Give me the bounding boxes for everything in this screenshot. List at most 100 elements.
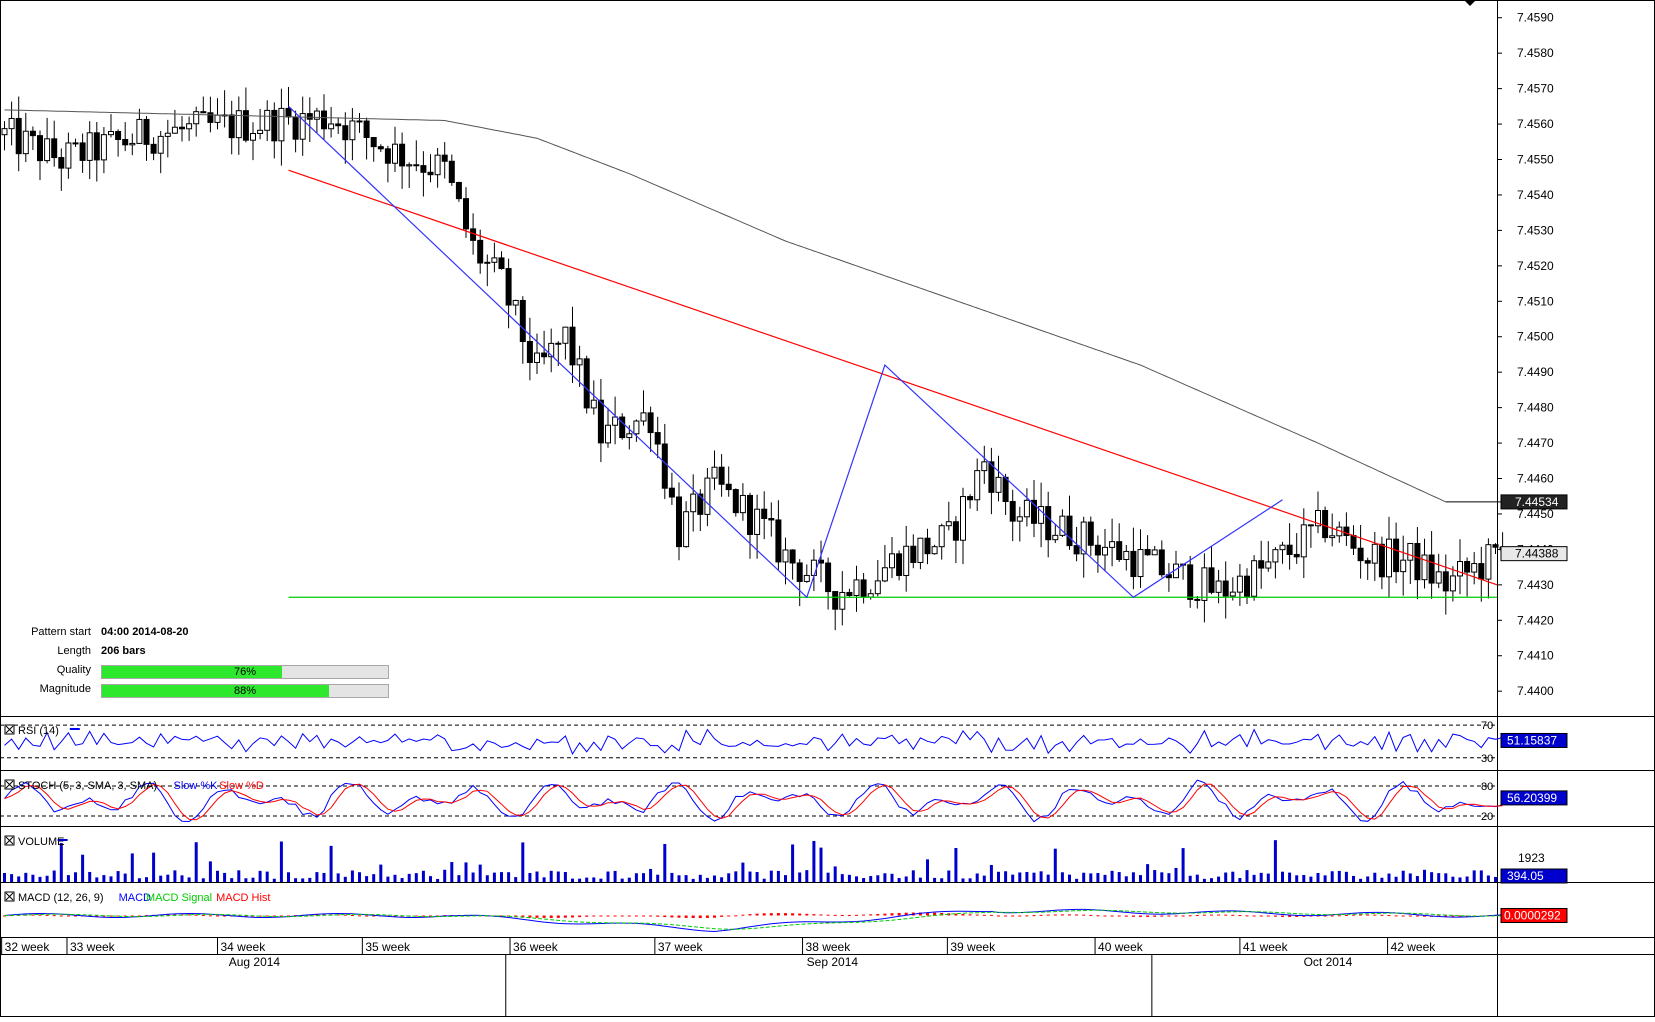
candle-body: [796, 562, 803, 582]
candle-body: [1116, 541, 1123, 560]
price-tick-label: 7.4460: [1517, 472, 1554, 486]
macd-hist-bar: [649, 915, 653, 917]
macd-hist-bar: [997, 915, 1000, 917]
candle-body: [1300, 524, 1307, 558]
volume-bar: [528, 872, 532, 882]
macd-hist-bar: [1337, 915, 1341, 917]
candle-body: [754, 508, 761, 535]
candle-body: [1428, 554, 1435, 584]
volume-bar: [642, 873, 645, 882]
volume-bar: [1359, 878, 1363, 882]
volume-bar: [265, 871, 269, 882]
week-label: 41 week: [1243, 940, 1289, 954]
candle-body: [1449, 575, 1456, 592]
volume-bar: [1202, 878, 1206, 882]
macd-hist-bar: [59, 915, 63, 917]
panel-close-icon-glyph: [5, 836, 14, 845]
length-value: 206 bars: [101, 645, 146, 657]
month-label: Oct 2014: [1304, 955, 1353, 969]
candle-body: [1137, 549, 1144, 578]
macd-hist-bar: [542, 915, 546, 918]
volume-bar: [1167, 873, 1171, 882]
macd-hist-bar: [1273, 915, 1277, 917]
volume-bar: [1131, 872, 1135, 882]
macd-hist-bar: [265, 915, 269, 917]
candle-body: [363, 120, 370, 138]
macd-hist-bar: [287, 915, 290, 917]
candle-body: [58, 157, 65, 169]
macd-hist-bar: [514, 915, 518, 917]
candle-body: [704, 477, 711, 515]
macd-hist-bar: [620, 915, 624, 917]
volume-bar: [59, 843, 63, 882]
volume-bar: [791, 844, 795, 882]
macd-hist-bar: [918, 912, 922, 916]
macd-hist-bar: [1025, 915, 1029, 917]
candle-body: [1222, 580, 1229, 597]
volume-bar: [1224, 872, 1228, 882]
candle-body: [1194, 598, 1201, 601]
month-label: Aug 2014: [229, 955, 281, 969]
candle-body: [967, 496, 974, 501]
volume-bar: [102, 875, 106, 882]
candle-body: [1066, 515, 1073, 547]
volume-bar: [1046, 874, 1050, 882]
macd-hist-bar: [1160, 915, 1164, 917]
price-tick-label: 7.4410: [1517, 649, 1554, 663]
macd-hist-bar: [1231, 914, 1235, 916]
candle-body: [136, 118, 143, 144]
candle-body: [214, 114, 221, 123]
volume-bar: [216, 870, 219, 882]
volume-bar: [272, 878, 276, 882]
candle-body: [370, 136, 377, 148]
volume-bar: [1160, 872, 1164, 882]
candle-body: [789, 549, 796, 564]
candle-body: [825, 562, 832, 593]
stoch-last-value: 56.20399: [1507, 791, 1557, 805]
candle-body: [1244, 575, 1250, 597]
candle-body: [413, 164, 420, 167]
macd-hist-bar: [315, 914, 319, 916]
price-tick-label: 7.4580: [1517, 46, 1554, 60]
macd-hist-bar: [904, 912, 908, 916]
candle-body: [1009, 500, 1016, 522]
volume-bar: [180, 875, 184, 882]
price-tick-label: 7.4430: [1517, 578, 1554, 592]
volume-bar: [201, 878, 205, 882]
volume-bar: [230, 878, 234, 882]
candle-body: [881, 567, 888, 582]
macd-hist-bar: [776, 913, 780, 916]
macd-hist-bar: [1245, 915, 1249, 917]
macd-hist-bar: [1352, 914, 1355, 916]
macd-hist-bar: [862, 914, 866, 916]
volume-bar: [400, 878, 404, 882]
volume-bar: [670, 872, 674, 882]
candle-body: [1130, 550, 1137, 578]
stoch-d-line: [4, 783, 1503, 821]
macd-hist-bar: [393, 915, 397, 917]
volume-bar: [1238, 878, 1242, 882]
macd-hist-bar: [1302, 915, 1306, 917]
candle-body: [65, 142, 72, 169]
candle-body: [1421, 554, 1428, 581]
macd-hist-bar: [95, 915, 99, 917]
price-tick-label: 7.4530: [1517, 223, 1554, 237]
macd-hist-bar: [784, 913, 787, 916]
candle-body: [1158, 549, 1165, 576]
volume-bar: [443, 869, 447, 882]
macd-hist-bar: [1266, 915, 1270, 917]
candle-body: [285, 107, 292, 118]
rsi-level-label: 70: [1481, 720, 1493, 732]
candle-body: [200, 111, 207, 114]
macd-hist-bar: [1373, 914, 1377, 916]
macd-hist-bar: [585, 915, 589, 917]
macd-hist-bar: [571, 915, 574, 918]
candle-body: [250, 132, 256, 141]
candle-body: [86, 132, 93, 161]
price-tick-label: 7.4400: [1517, 684, 1554, 698]
candle-body: [377, 146, 384, 150]
macd-hist-bar: [599, 915, 603, 917]
macd-hist-bar: [833, 914, 837, 916]
volume-bar: [1465, 876, 1469, 882]
candle-body: [768, 517, 775, 521]
